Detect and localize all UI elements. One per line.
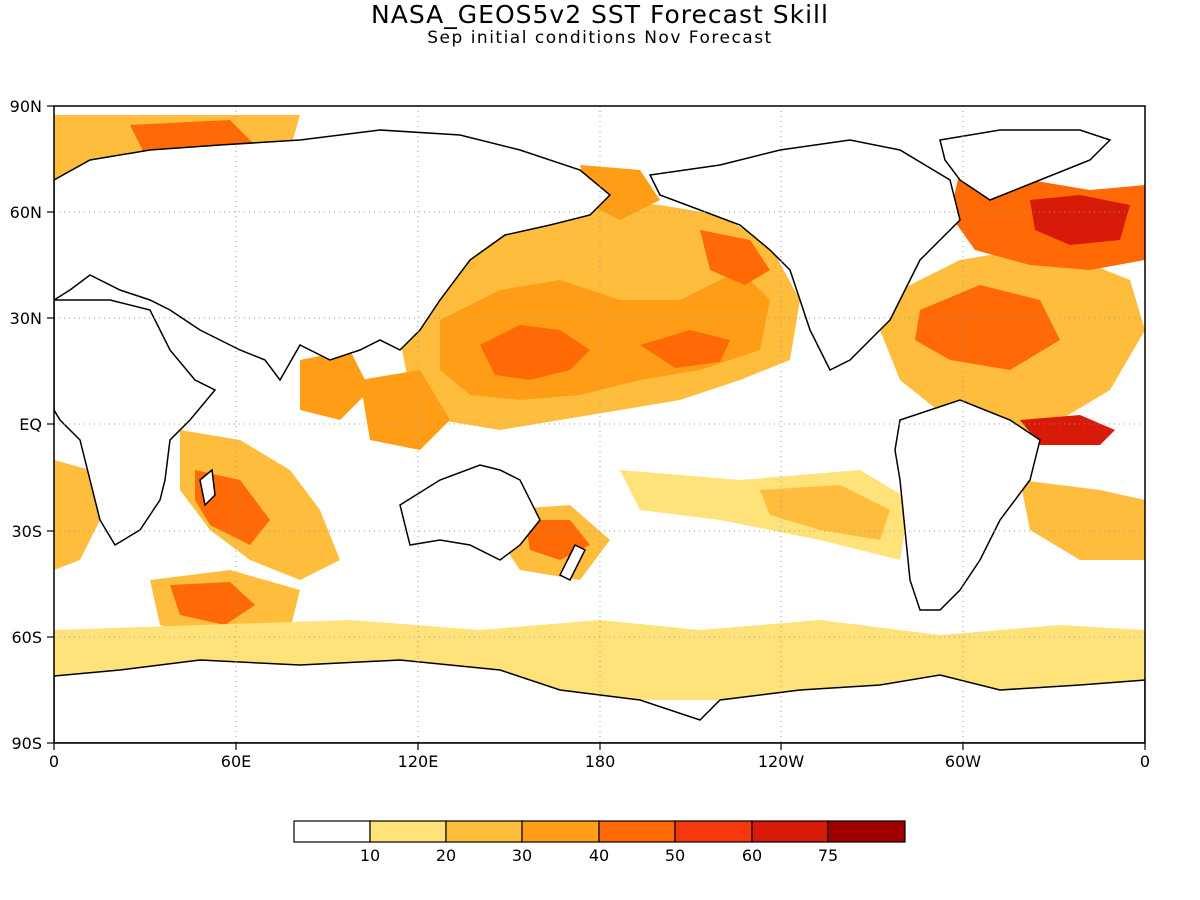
continent-north-america: [648, 139, 961, 372]
latitude-labels: 90N 60N 30N EQ 30S 60S 90S: [10, 97, 42, 753]
lon-label: 0: [49, 752, 59, 771]
colorbar-box-2: [445, 820, 523, 843]
continent-australia: [399, 464, 541, 561]
lat-label: EQ: [19, 415, 42, 434]
colorbar-box-7: [827, 820, 906, 843]
colorbar-label: 75: [818, 846, 838, 865]
island-madagascar: [199, 468, 216, 507]
colorbar-label: 60: [742, 846, 762, 865]
colorbar-box-0: [293, 820, 371, 843]
skill-region-west-africa: [54, 460, 100, 570]
lon-label: 180: [585, 752, 616, 771]
colorbar-label: 40: [589, 846, 609, 865]
skill-region-north-pacific-max: [480, 325, 590, 380]
colorbar-box-6: [751, 820, 829, 843]
lon-label: 60W: [945, 752, 981, 771]
colorbar-label: 10: [360, 846, 380, 865]
axis-ticks: [47, 105, 1146, 750]
colorbar: 10 20 30 40 50 60 75: [293, 820, 906, 865]
skill-region-maritime-continent: [360, 370, 450, 450]
island-greenland: [939, 129, 1112, 201]
skill-region-south-indian-core: [170, 582, 255, 625]
map-subtitle: Sep initial conditions Nov Forecast: [427, 28, 773, 48]
colorbar-label: 30: [512, 846, 532, 865]
lon-label: 120E: [398, 752, 439, 771]
skill-region-subpolar-atlantic-max: [1030, 195, 1130, 245]
colorbar-box-5: [674, 820, 753, 843]
longitude-labels: 0 60E 120E 180 120W 60W 0: [49, 752, 1150, 771]
lat-label: 30N: [10, 309, 42, 328]
lon-label: 0: [1140, 752, 1150, 771]
map-title: NASA_GEOS5v2 SST Forecast Skill: [371, 0, 829, 29]
skill-region-spcz: [760, 485, 890, 540]
lat-label: 30S: [11, 522, 42, 541]
lat-label: 60S: [11, 628, 42, 647]
island-new-zealand: [558, 543, 587, 582]
lat-label: 90S: [11, 734, 42, 753]
continent-africa: [54, 299, 217, 547]
continent-africa-eurasia: [54, 129, 612, 382]
skill-region-bay-bengal: [300, 350, 370, 420]
skill-region-gulf-alaska: [700, 230, 770, 285]
lat-label: 60N: [10, 203, 42, 222]
colorbar-box-1: [369, 820, 447, 843]
skill-region-ne-pacific-max: [640, 330, 730, 368]
lat-label: 90N: [10, 97, 42, 116]
lon-label: 60E: [221, 752, 251, 771]
skill-region-north-atlantic-core: [915, 285, 1060, 370]
colorbar-box-4: [598, 820, 676, 843]
colorbar-label: 20: [436, 846, 456, 865]
colorbar-label: 50: [665, 846, 685, 865]
skill-region-tropical-atlantic: [1020, 415, 1115, 445]
lon-label: 120W: [758, 752, 805, 771]
graticule: [54, 106, 1145, 743]
continent-south-america: [894, 399, 1041, 611]
colorbar-box-3: [521, 820, 600, 843]
skill-region-south-atlantic: [1020, 480, 1145, 560]
skill-region-indian-ocean: [180, 430, 340, 580]
